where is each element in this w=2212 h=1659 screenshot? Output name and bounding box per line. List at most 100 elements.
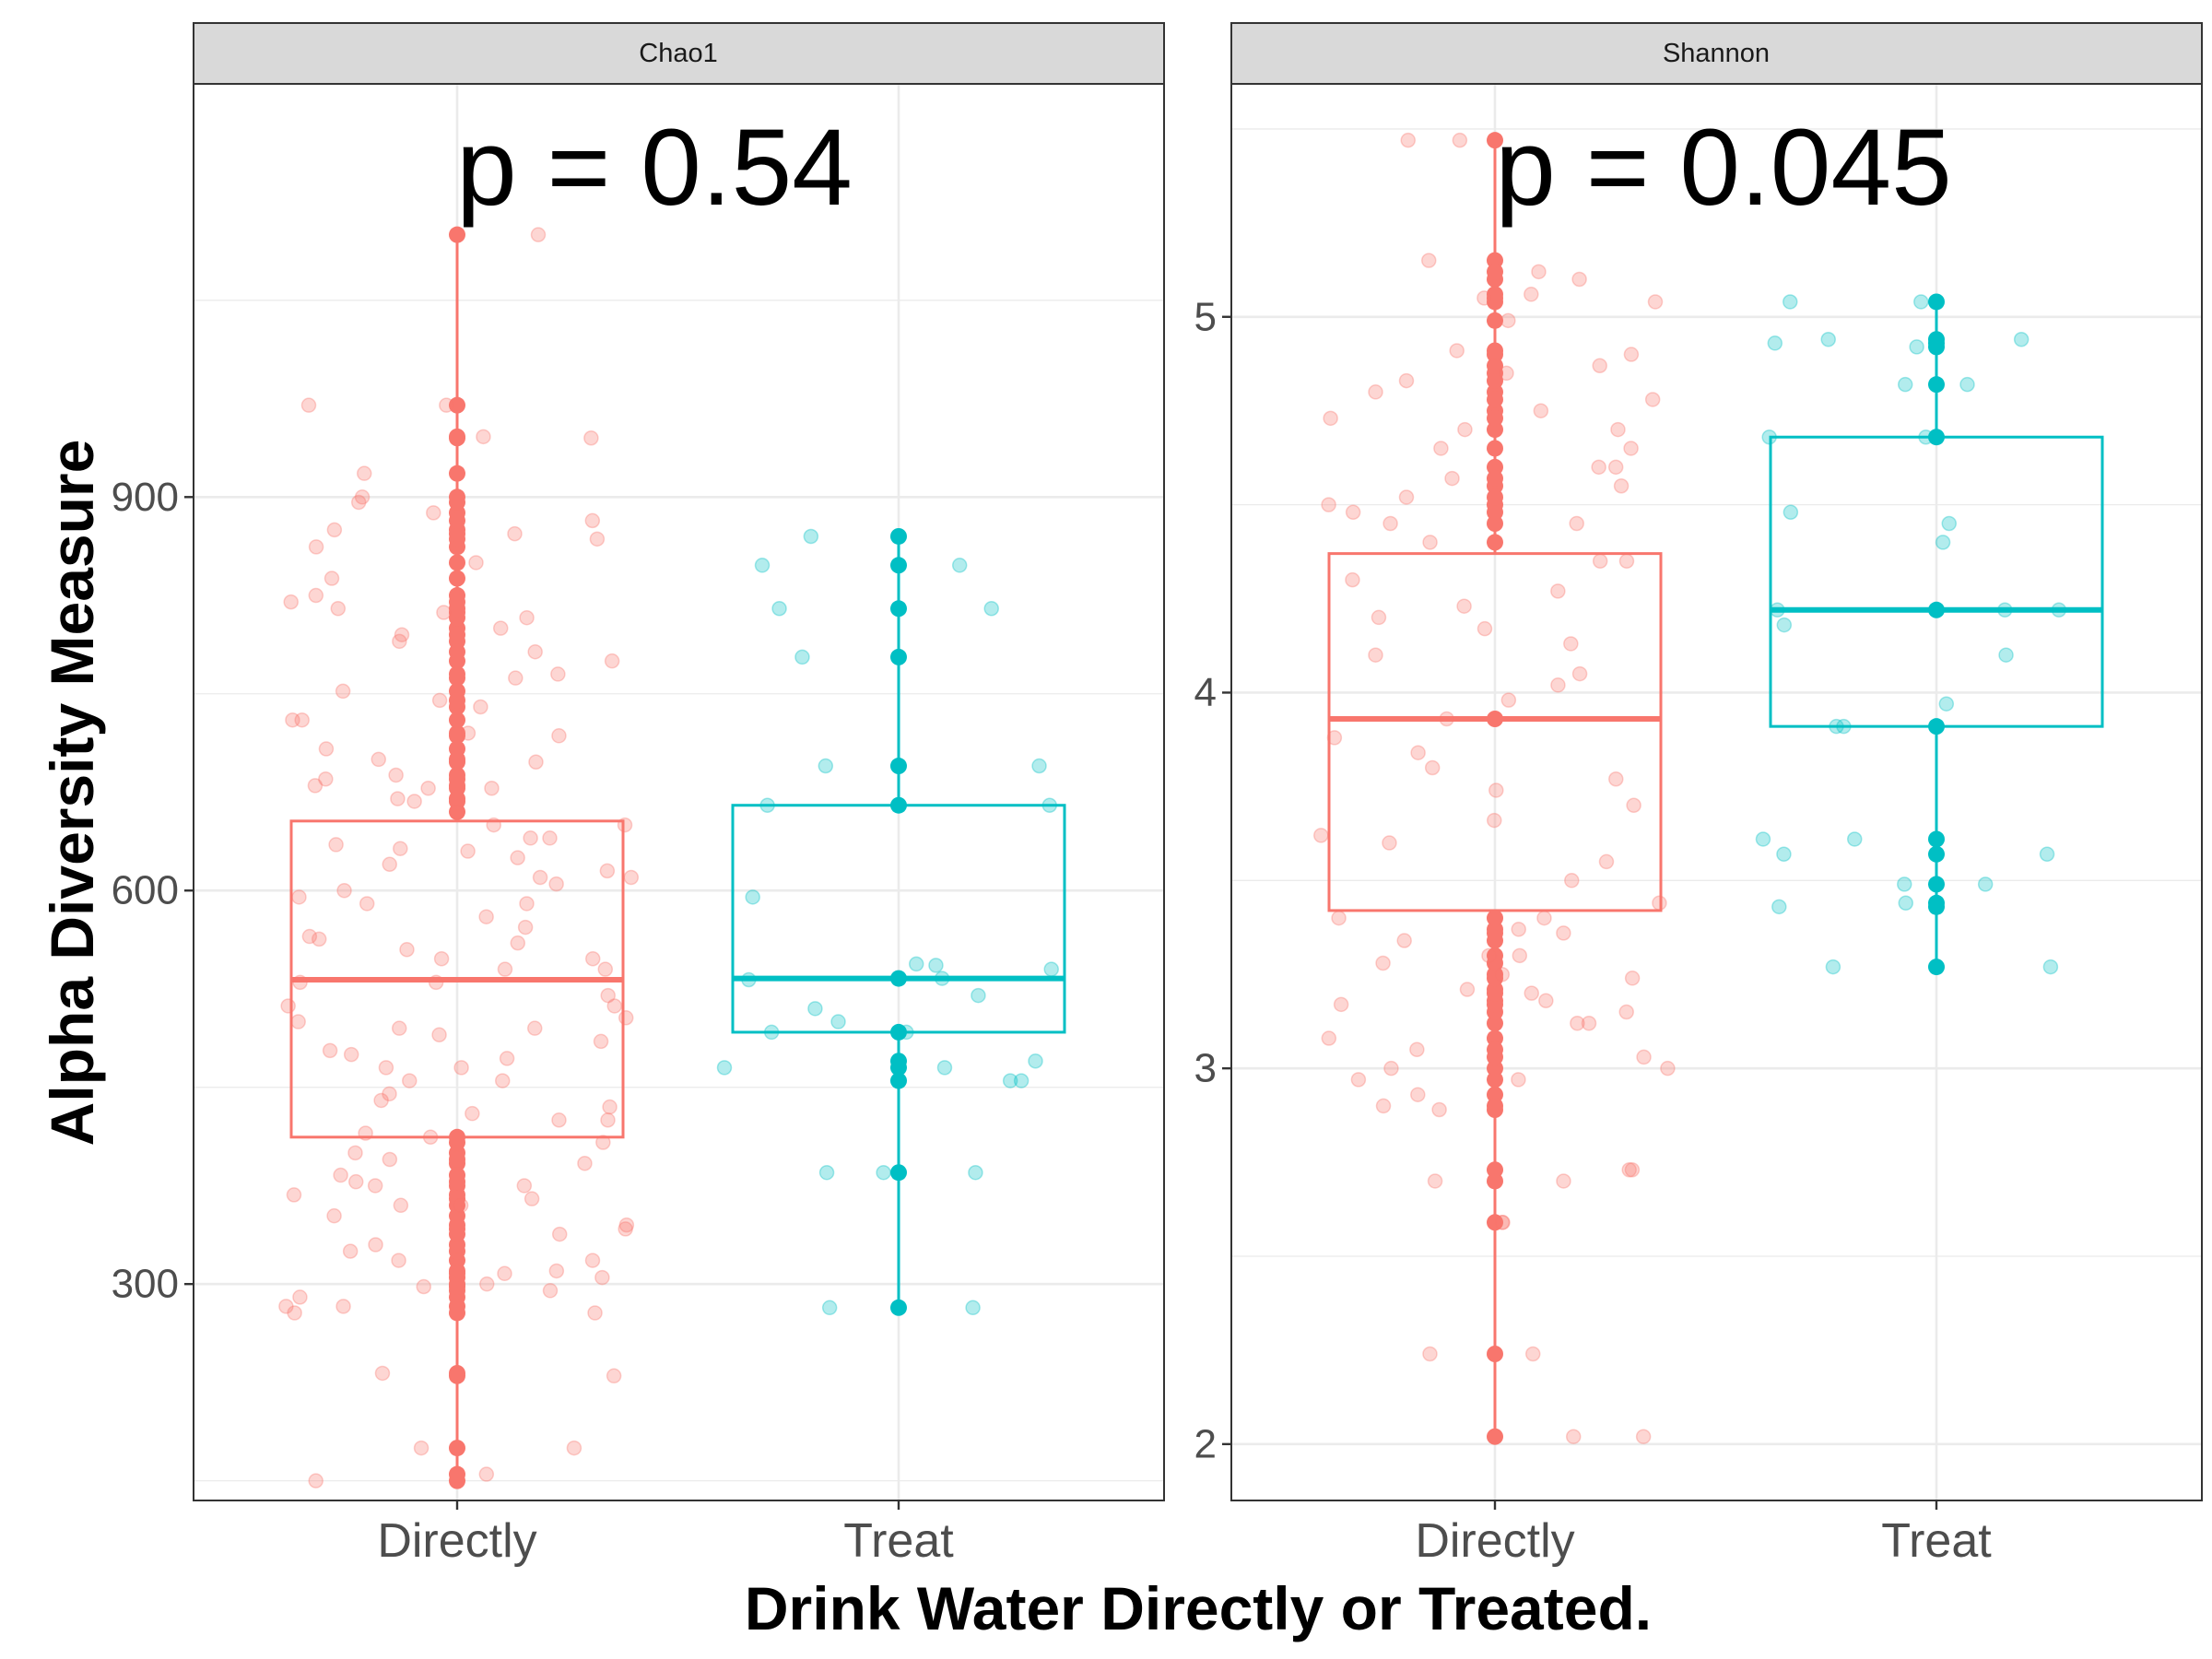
jitter-point-directly	[278, 1299, 294, 1314]
jitter-point-directly	[1598, 853, 1615, 870]
jitter-point-directly	[399, 942, 415, 958]
jitter-point-directly	[499, 1051, 515, 1066]
jitter-point-treat	[794, 649, 810, 665]
jitter-point-directly	[1608, 771, 1624, 787]
jitter-point-directly	[1382, 515, 1398, 532]
jitter-point-directly	[1647, 294, 1664, 310]
jitter-point-directly	[1592, 358, 1607, 374]
jitter-point-treat	[1977, 877, 1994, 892]
jitter-point-directly	[426, 505, 441, 521]
jitter-point-directly	[335, 1299, 351, 1314]
jitter-point-directly	[1459, 982, 1476, 997]
jitter-point-directly	[1409, 1041, 1425, 1058]
jitter-point-directly	[1571, 665, 1588, 682]
jitter-point-directly	[1569, 515, 1584, 532]
jitter-point-directly	[439, 397, 454, 413]
point-chao1-directly	[449, 570, 465, 587]
jitter-point-directly	[436, 605, 452, 620]
point-shannon-treat	[1928, 830, 1945, 848]
jitter-point-directly	[373, 1092, 389, 1109]
jitter-point-directly	[318, 741, 335, 757]
jitter-point-directly	[368, 1237, 383, 1253]
jitter-point-treat	[1013, 1073, 1030, 1088]
jitter-point-directly	[449, 804, 465, 820]
y-tick-label: 900	[112, 475, 179, 520]
jitter-point-directly	[1531, 264, 1547, 280]
jitter-point-treat	[1997, 602, 2013, 618]
jitter-point-treat	[807, 1001, 823, 1017]
jitter-point-directly	[1321, 1030, 1337, 1046]
jitter-point-treat	[803, 528, 819, 545]
y-axis-title: Alpha Diversity Measure	[38, 440, 106, 1147]
jitter-point-directly	[300, 397, 317, 413]
jitter-point-directly	[497, 1265, 512, 1282]
jitter-point-directly	[359, 896, 375, 912]
jitter-point-directly	[1422, 1346, 1438, 1362]
jitter-point-directly	[587, 1305, 603, 1321]
jitter-point-treat	[934, 971, 950, 986]
panel-shannon: Shannon 2 3 4 5 Directly Treat p = 0.045	[1194, 22, 2203, 1568]
jitter-point-directly	[392, 633, 407, 650]
jitter-point-treat	[818, 1164, 835, 1181]
jitter-point-directly	[431, 1027, 447, 1043]
jitter-point-directly	[1524, 1346, 1541, 1362]
jitter-point-treat	[1761, 429, 1777, 445]
jitter-point-treat	[890, 528, 907, 545]
jitter-point-directly	[1345, 571, 1360, 588]
point-chao1-treat	[890, 758, 907, 775]
jitter-point-treat	[2051, 602, 2067, 618]
point-chao1-directly	[449, 1265, 465, 1282]
jitter-point-treat	[745, 889, 760, 905]
jitter-point-directly	[1439, 711, 1454, 727]
jitter-point-directly	[1422, 535, 1438, 550]
point-chao1-directly	[449, 727, 465, 745]
jitter-point-treat	[759, 797, 775, 813]
point-shannon-directly	[1487, 440, 1503, 457]
jitter-point-directly	[465, 1105, 480, 1122]
point-chao1-treat	[890, 1053, 907, 1070]
point-chao1-directly	[449, 712, 465, 729]
jitter-point-treat	[1771, 899, 1787, 915]
jitter-point-directly	[358, 1125, 373, 1141]
jitter-point-treat	[1909, 339, 1924, 355]
jitter-point-treat	[830, 1014, 846, 1030]
jitter-point-directly	[382, 1151, 398, 1168]
jitter-point-directly	[347, 1145, 363, 1161]
jitter-point-directly	[1644, 392, 1661, 407]
jitter-point-directly	[508, 670, 524, 686]
point-chao1-directly	[449, 429, 465, 447]
point-chao1-directly	[449, 1173, 465, 1191]
jitter-point-directly	[292, 974, 308, 991]
jitter-point-directly	[308, 587, 324, 604]
jitter-point-directly	[431, 692, 448, 709]
jitter-point-treat	[1755, 831, 1771, 847]
jitter-point-directly	[290, 1014, 306, 1030]
jitter-point-treat	[1897, 376, 1913, 393]
boxes-chao1	[289, 226, 1066, 1489]
point-shannon-directly	[1487, 372, 1503, 390]
point-shannon-treat	[1928, 293, 1945, 311]
jitter-point-directly	[479, 1276, 495, 1292]
p-value-shannon: p = 0.045	[1495, 107, 1951, 229]
jitter-point-directly	[584, 950, 601, 967]
jitter-point-directly	[1350, 1072, 1367, 1088]
jitter-point-directly	[1624, 1161, 1641, 1178]
jitter-point-directly	[542, 830, 558, 846]
point-shannon-treat	[1928, 376, 1945, 394]
point-chao1-treat	[890, 1164, 907, 1182]
jitter-point-directly	[618, 1217, 635, 1233]
jitter-point-directly	[367, 1178, 383, 1194]
point-chao1-directly	[449, 771, 465, 788]
point-chao1-directly	[449, 1220, 465, 1238]
jitter-point-directly	[528, 754, 544, 771]
jitter-point-directly	[1433, 441, 1449, 456]
jitter-point-directly	[604, 653, 620, 669]
jitter-point-directly	[393, 1197, 409, 1214]
jitter-point-directly	[1383, 1060, 1399, 1077]
jitter-point-directly	[497, 961, 513, 977]
x-tick-label-treat: Treat	[843, 1514, 954, 1568]
point-shannon-directly	[1487, 955, 1503, 971]
jitter-point-directly	[382, 1086, 397, 1102]
jitter-point-directly	[324, 571, 340, 586]
jitter-point-directly	[1398, 372, 1415, 389]
